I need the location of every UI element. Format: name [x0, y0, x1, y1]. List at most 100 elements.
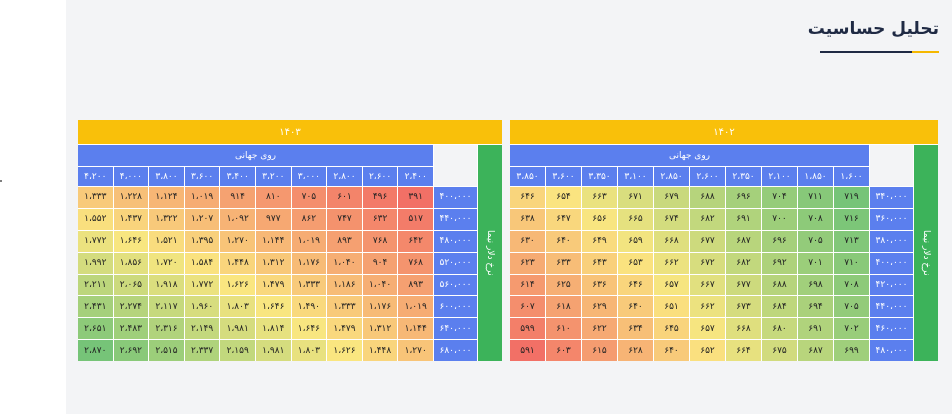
page-title: تحلیل حساسیت — [807, 19, 939, 39]
table-cell: ۶۴۰ — [654, 340, 689, 361]
table-cell: ۱،۳۱۲ — [255, 252, 291, 274]
table-cell: ۱،۲۲۸ — [113, 187, 149, 208]
table-cell: ۱،۷۷۲ — [78, 230, 113, 252]
table-cell: ۶۲۸ — [618, 340, 653, 361]
table-cell: ۱،۵۵۲ — [78, 208, 113, 230]
table-cell: ۶۷۳ — [726, 296, 761, 318]
table-cell: ۶۷۴ — [654, 208, 689, 230]
table-cell: ۱،۶۴۶ — [291, 318, 327, 340]
table-cell: ۱،۰۱۹ — [291, 230, 327, 252]
table-cell: ۱،۱۷۶ — [291, 252, 327, 274]
table-cell: ۱،۴۴۸ — [220, 252, 255, 274]
year-header: ۱۴۰۳ — [78, 120, 502, 144]
row-header: ۳۶۰،۰۰۰ — [870, 208, 913, 230]
year-header: ۱۴۰۲ — [510, 120, 938, 144]
table-cell: ۱،۸۱۴ — [255, 318, 291, 340]
table-cell: ۶۲۹ — [582, 296, 617, 318]
column-header: ۳،۸۵۰ — [510, 167, 545, 186]
table-cell: ۲،۶۹۲ — [113, 340, 149, 361]
table-cell: ۶۸۷ — [798, 340, 833, 361]
table-cell: ۶۲۳ — [510, 252, 545, 274]
row-header: ۶۴۰،۰۰۰ — [433, 318, 477, 340]
column-header: ۱،۶۰۰ — [834, 167, 869, 186]
table-cell: ۷۱۶ — [834, 208, 869, 230]
table-cell: ۸۹۳ — [398, 274, 433, 296]
table-cell: ۶۵۷ — [654, 274, 689, 296]
table-cell: ۶۶۲ — [654, 252, 689, 274]
column-header: ۳،۳۵۰ — [582, 167, 617, 186]
table-cell: ۶۳۶ — [582, 274, 617, 296]
row-header: ۳۴۰،۰۰۰ — [870, 187, 913, 208]
row-header: ۴۲۰،۰۰۰ — [870, 274, 913, 296]
sensitivity-table-1403: ۱۴۰۳ روی جهانی نرخ دلار نیما ۲،۴۰۰ ۲،۶۰۰ ۲،۸۰… — [78, 120, 502, 361]
column-header: ۳،۲۰۰ — [255, 167, 291, 186]
table-cell: ۹۷۷ — [255, 208, 291, 230]
table-cell: ۷۰۸ — [798, 208, 833, 230]
table-cell: ۱،۱۴۴ — [398, 318, 433, 340]
table-cell: ۱،۳۳۳ — [327, 296, 362, 318]
table-cell: ۱،۹۸۱ — [255, 340, 291, 361]
table-cell: ۱،۵۲۱ — [149, 230, 184, 252]
table-cell: ۱،۷۲۰ — [149, 252, 184, 274]
table-cell: ۹۱۴ — [220, 187, 255, 208]
corner-cell — [433, 145, 477, 186]
column-header: ۲،۸۰۰ — [327, 167, 362, 186]
table-cell: ۱،۹۹۲ — [78, 252, 113, 274]
table-cell: ۲،۵۱۵ — [149, 340, 184, 361]
table-cell: ۶۴۲ — [398, 230, 433, 252]
table-cell: ۱،۲۰۷ — [184, 208, 220, 230]
table-cell: ۶۴۷ — [546, 208, 581, 230]
table-cell: ۱،۸۰۳ — [291, 340, 327, 361]
table-cell: ۱،۰۴۰ — [362, 274, 398, 296]
table-cell: ۶۵۲ — [690, 340, 725, 361]
column-header: ۱،۸۵۰ — [798, 167, 833, 186]
table-cell: ۶۴۶ — [510, 187, 545, 208]
table-cell: ۲،۱۴۹ — [184, 318, 220, 340]
corner-cell — [870, 145, 913, 186]
table-cell: ۶۹۶ — [726, 187, 761, 208]
table-cell: ۵۱۷ — [398, 208, 433, 230]
stray-dot — [0, 180, 2, 182]
column-header: ۴،۰۰۰ — [113, 167, 149, 186]
table-cell: ۲،۳۳۷ — [184, 340, 220, 361]
table-cell: ۶۶۲ — [690, 296, 725, 318]
column-header: ۲،۴۰۰ — [398, 167, 433, 186]
row-axis-title: نرخ دلار نیما — [914, 145, 938, 361]
column-axis-title: روی جهانی — [510, 145, 869, 166]
table-cell: ۶۰۷ — [510, 296, 545, 318]
column-header: ۲،۱۰۰ — [762, 167, 797, 186]
column-header: ۳،۰۰۰ — [291, 167, 327, 186]
table-cell: ۶۲۵ — [546, 274, 581, 296]
table-cell: ۶۱۸ — [546, 296, 581, 318]
table-cell: ۶۸۴ — [762, 296, 797, 318]
table-cell: ۲،۴۸۳ — [113, 318, 149, 340]
table-cell: ۱،۰۹۲ — [220, 208, 255, 230]
column-header: ۲،۸۵۰ — [654, 167, 689, 186]
table-cell: ۶۸۰ — [762, 318, 797, 340]
table-cell: ۲،۱۱۷ — [149, 296, 184, 318]
row-header: ۵۶۰،۰۰۰ — [433, 274, 477, 296]
table-cell: ۶۹۶ — [762, 230, 797, 252]
table-cell: ۶۵۶ — [582, 208, 617, 230]
table-cell: ۱،۳۳۳ — [291, 274, 327, 296]
table-cell: ۱،۲۷۰ — [398, 340, 433, 361]
row-header: ۴۸۰،۰۰۰ — [433, 230, 477, 252]
row-header: ۴۸۰،۰۰۰ — [870, 340, 913, 361]
table-cell: ۶۹۴ — [798, 296, 833, 318]
table-cell: ۲،۴۳۱ — [78, 296, 113, 318]
table-cell: ۷۰۸ — [834, 274, 869, 296]
column-header: ۳،۸۰۰ — [149, 167, 184, 186]
column-header: ۴،۲۰۰ — [78, 167, 113, 186]
table-cell: ۷۰۰ — [762, 208, 797, 230]
table-cell: ۶۶۵ — [618, 208, 653, 230]
table-cell: ۶۲۲ — [582, 318, 617, 340]
column-header: ۲،۶۰۰ — [362, 167, 398, 186]
table-cell: ۱،۲۷۰ — [220, 230, 255, 252]
row-header: ۴۰۰،۰۰۰ — [433, 187, 477, 208]
title-underline-accent — [912, 51, 939, 53]
table-cell: ۶۶۴ — [726, 340, 761, 361]
row-header: ۴۴۰،۰۰۰ — [433, 208, 477, 230]
column-header: ۲،۶۰۰ — [690, 167, 725, 186]
table-cell: ۱،۱۸۶ — [327, 274, 362, 296]
row-header: ۴۶۰،۰۰۰ — [870, 318, 913, 340]
